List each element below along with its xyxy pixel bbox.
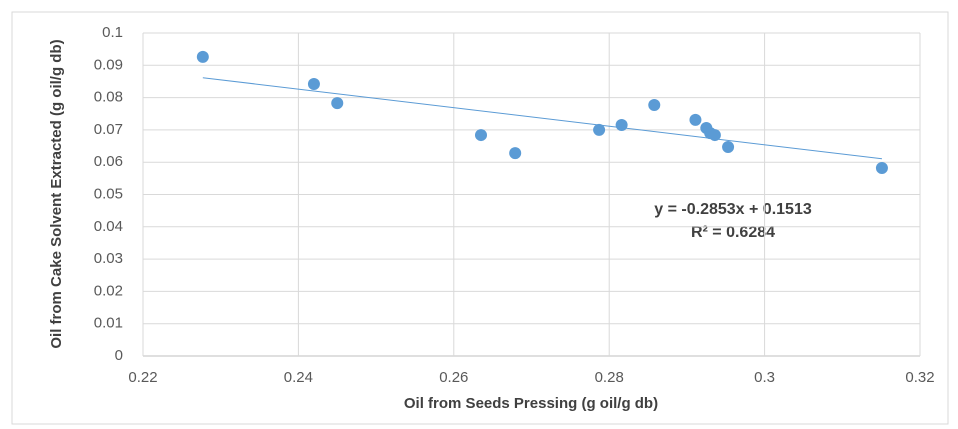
point xyxy=(722,141,735,154)
y-tick-label: 0 xyxy=(115,347,123,364)
point xyxy=(875,162,888,175)
x-tick-label: 0.32 xyxy=(905,369,934,386)
point xyxy=(615,119,628,132)
y-axis-title: Oil from Cake Solvent Extracted (g oil/g… xyxy=(48,39,65,348)
x-tick-label: 0.28 xyxy=(595,369,624,386)
y-tick-label: 0.06 xyxy=(94,153,123,170)
y-tick-label: 0.1 xyxy=(102,24,123,41)
x-axis-title: Oil from Seeds Pressing (g oil/g db) xyxy=(404,395,658,412)
trendline xyxy=(202,77,882,160)
point xyxy=(689,113,702,126)
y-tick-label: 0.09 xyxy=(94,56,123,73)
point xyxy=(593,123,606,136)
y-tick-label: 0.03 xyxy=(94,250,123,267)
point xyxy=(648,99,661,112)
y-tick-label: 0.02 xyxy=(94,282,123,299)
y-tick-label: 0.08 xyxy=(94,89,123,106)
point xyxy=(196,50,209,63)
x-tick-label: 0.3 xyxy=(754,369,775,386)
trendline-equation: y = -0.2853x + 0.1513 xyxy=(654,201,812,218)
y-tick-label: 0.07 xyxy=(94,121,123,138)
point xyxy=(708,129,721,142)
x-tick-label: 0.26 xyxy=(439,369,468,386)
y-tick-label: 0.04 xyxy=(94,218,123,235)
x-tick-label: 0.22 xyxy=(128,369,157,386)
chart-frame xyxy=(11,11,949,425)
point xyxy=(307,78,320,91)
point xyxy=(474,129,487,142)
y-tick-label: 0.05 xyxy=(94,185,123,202)
point xyxy=(331,97,344,110)
r-squared: R² = 0.6284 xyxy=(691,224,775,241)
x-tick-label: 0.24 xyxy=(284,369,313,386)
point xyxy=(509,147,522,160)
y-tick-label: 0.01 xyxy=(94,315,123,332)
